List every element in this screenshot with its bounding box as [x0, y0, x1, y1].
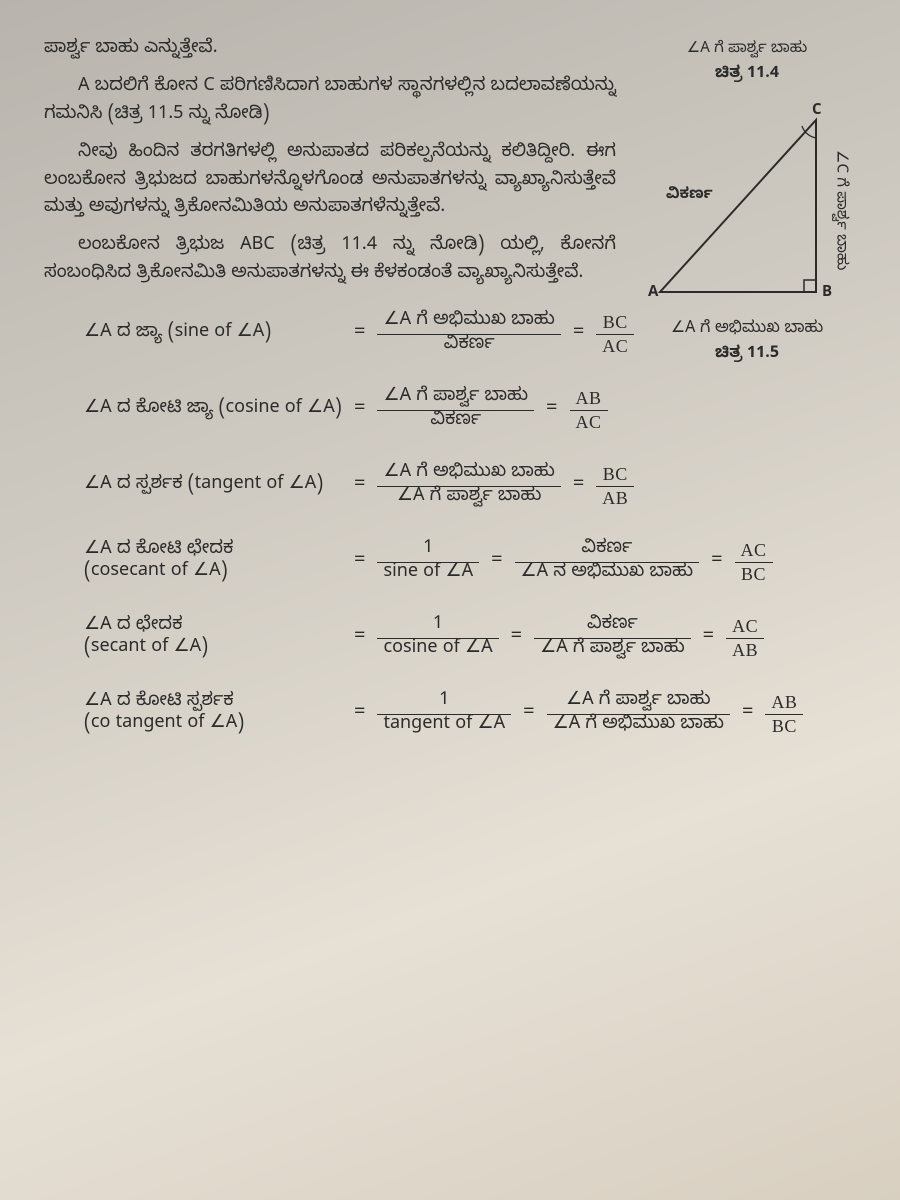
- fig-caption-11-4: ಚಿತ್ರ 11.4: [638, 63, 856, 88]
- trig-ratios: ∠A ದ ಜ್ಯಾ (sine of ∠A) = ∠A ಗೆ ಅಭಿಮುಖ ಬಾ…: [44, 311, 856, 737]
- sine-label: ∠A ದ ಜ್ಯಾ (sine of ∠A): [84, 320, 354, 348]
- figure-11-5: ∠A ಗೆ ಪಾರ್ಶ್ವ ಬಾಹು ಚಿತ್ರ 11.4 A B C ವಿಕರ…: [638, 40, 856, 368]
- hypotenuse-label: ವಿಕರ್ಣ: [666, 186, 713, 209]
- cosecant-label: ∠A ದ ಕೋಟಿ ಛೇದಕ (cosecant of ∠A): [84, 540, 354, 585]
- fig-top-fragment: ∠A ಗೆ ಪಾರ್ಶ್ವ ಬಾಹು: [638, 40, 856, 63]
- vertex-c: C: [812, 102, 822, 125]
- equals-icon: =: [354, 319, 365, 350]
- page: ∠A ಗೆ ಪಾರ್ಶ್ವ ಬಾಹು ಚಿತ್ರ 11.4 A B C ವಿಕರ…: [44, 36, 856, 737]
- cotangent-label: ∠A ದ ಕೋಟಿ ಸ್ಪರ್ಶಕ (co tangent of ∠A): [84, 692, 354, 737]
- vertex-a: A: [648, 284, 658, 307]
- ratio-secant: ∠A ದ ಛೇದಕ (secant of ∠A) = 1 cosine of ∠…: [84, 615, 856, 661]
- tangent-label: ∠A ದ ಸ್ಪರ್ಶಕ (tangent of ∠A): [84, 472, 354, 500]
- sine-fraction: BC AC: [596, 311, 634, 357]
- ratio-cotangent: ∠A ದ ಕೋಟಿ ಸ್ಪರ್ಶಕ (co tangent of ∠A) = 1…: [84, 691, 856, 737]
- secant-label: ∠A ದ ಛೇದಕ (secant of ∠A): [84, 616, 354, 661]
- sine-word-fraction: ∠A ಗೆ ಅಭಿಮುಖ ಬಾಹು ವಿಕರ್ಣ: [377, 311, 560, 357]
- cosine-label: ∠A ದ ಕೋಟಿ ಜ್ಯಾ (cosine of ∠A): [84, 396, 354, 424]
- fig-side-caption: ∠A ಗೆ ಅಭಿಮುಖ ಬಾಹು ಚಿತ್ರ 11.5: [638, 318, 856, 368]
- ratio-tangent: ∠A ದ ಸ್ಪರ್ಶಕ (tangent of ∠A) = ∠A ಗೆ ಅಭಿ…: [84, 463, 856, 509]
- ratio-cosecant: ∠A ದ ಕೋಟಿ ಛೇದಕ (cosecant of ∠A) = 1 sine…: [84, 539, 856, 585]
- side-bc-label: ∠C ಗೆ ಪಾರ್ಶ್ವ ಬಾಹು: [826, 130, 849, 290]
- triangle-diagram: A B C ವಿಕರ್ಣ ∠C ಗೆ ಪಾರ್ಶ್ವ ಬಾಹು: [646, 102, 856, 312]
- ratio-cosine: ∠A ದ ಕೋಟಿ ಜ್ಯಾ (cosine of ∠A) = ∠A ಗೆ ಪಾ…: [84, 387, 856, 433]
